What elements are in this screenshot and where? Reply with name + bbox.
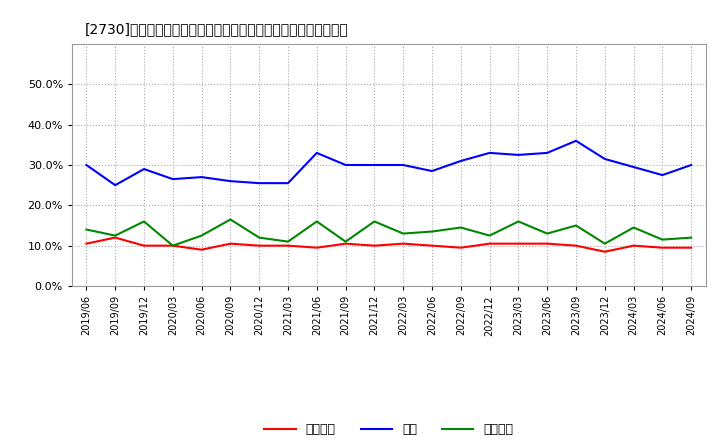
売上債権: [226, 241, 235, 246]
在庫: [370, 162, 379, 168]
売上債権: [255, 243, 264, 248]
買入債務: [687, 235, 696, 240]
在庫: [514, 152, 523, 158]
売上債権: [658, 245, 667, 250]
売上債権: [284, 243, 292, 248]
売上債権: [197, 247, 206, 253]
在庫: [658, 172, 667, 178]
売上債権: [140, 243, 148, 248]
在庫: [600, 156, 609, 161]
売上債権: [629, 243, 638, 248]
在庫: [168, 176, 177, 182]
売上債権: [82, 241, 91, 246]
売上債権: [428, 243, 436, 248]
在庫: [140, 166, 148, 172]
買入債務: [284, 239, 292, 244]
買入債務: [226, 217, 235, 222]
売上債権: [485, 241, 494, 246]
買入債務: [111, 233, 120, 238]
在庫: [399, 162, 408, 168]
在庫: [82, 162, 91, 168]
在庫: [485, 150, 494, 156]
Line: 売上債権: 売上債権: [86, 238, 691, 252]
買入債務: [629, 225, 638, 230]
買入債務: [197, 233, 206, 238]
在庫: [428, 169, 436, 174]
買入債務: [399, 231, 408, 236]
在庫: [687, 162, 696, 168]
在庫: [341, 162, 350, 168]
在庫: [255, 180, 264, 186]
買入債務: [140, 219, 148, 224]
売上債権: [168, 243, 177, 248]
売上債権: [399, 241, 408, 246]
買入債務: [456, 225, 465, 230]
買入債務: [543, 231, 552, 236]
Text: [2730]　売上債権、在庫、買入債務の総資産に対する比率の推移: [2730] 売上債権、在庫、買入債務の総資産に対する比率の推移: [85, 22, 348, 36]
在庫: [629, 165, 638, 170]
在庫: [226, 179, 235, 184]
Line: 買入債務: 買入債務: [86, 220, 691, 246]
Line: 在庫: 在庫: [86, 141, 691, 185]
買入債務: [658, 237, 667, 242]
売上債権: [687, 245, 696, 250]
買入債務: [82, 227, 91, 232]
売上債権: [370, 243, 379, 248]
在庫: [456, 158, 465, 164]
売上債権: [111, 235, 120, 240]
売上債権: [341, 241, 350, 246]
在庫: [312, 150, 321, 156]
売上債権: [572, 243, 580, 248]
買入債務: [255, 235, 264, 240]
買入債務: [168, 243, 177, 248]
Legend: 売上債権, 在庫, 買入債務: 売上債権, 在庫, 買入債務: [259, 418, 518, 440]
在庫: [284, 180, 292, 186]
売上債権: [514, 241, 523, 246]
在庫: [572, 138, 580, 143]
買入債務: [514, 219, 523, 224]
買入債務: [370, 219, 379, 224]
買入債務: [600, 241, 609, 246]
買入債務: [312, 219, 321, 224]
在庫: [197, 174, 206, 180]
売上債権: [456, 245, 465, 250]
買入債務: [341, 239, 350, 244]
売上債権: [543, 241, 552, 246]
買入債務: [428, 229, 436, 234]
在庫: [111, 183, 120, 188]
買入債務: [485, 233, 494, 238]
売上債権: [312, 245, 321, 250]
買入債務: [572, 223, 580, 228]
在庫: [543, 150, 552, 156]
売上債権: [600, 249, 609, 254]
